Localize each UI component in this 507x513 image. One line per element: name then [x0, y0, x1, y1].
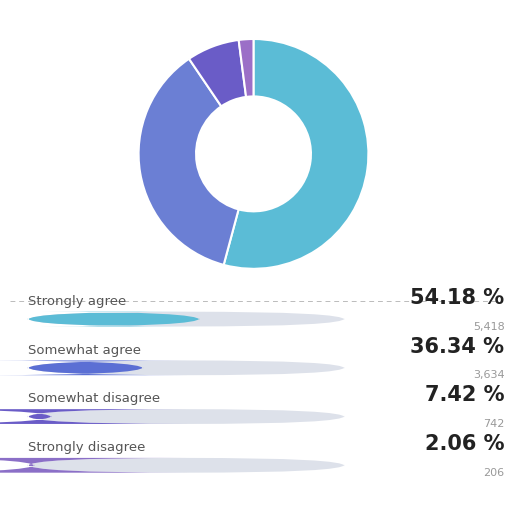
FancyBboxPatch shape	[0, 409, 187, 424]
Text: Strongly agree: Strongly agree	[28, 295, 126, 308]
FancyBboxPatch shape	[28, 312, 200, 326]
Text: 3,634: 3,634	[473, 370, 504, 380]
Text: Somewhat agree: Somewhat agree	[28, 344, 141, 357]
Text: 5,418: 5,418	[473, 322, 504, 331]
Wedge shape	[224, 39, 369, 269]
Text: Strongly disagree: Strongly disagree	[28, 441, 146, 454]
FancyBboxPatch shape	[28, 361, 345, 375]
Text: 7.42 %: 7.42 %	[425, 385, 504, 405]
Text: 54.18 %: 54.18 %	[410, 288, 504, 308]
Text: 206: 206	[483, 468, 504, 478]
Wedge shape	[239, 39, 254, 97]
FancyBboxPatch shape	[28, 312, 345, 326]
FancyBboxPatch shape	[28, 409, 345, 424]
FancyBboxPatch shape	[0, 458, 187, 472]
Text: 2.06 %: 2.06 %	[425, 434, 504, 454]
FancyBboxPatch shape	[0, 361, 187, 375]
Text: 36.34 %: 36.34 %	[411, 337, 504, 357]
Wedge shape	[189, 40, 246, 106]
Text: Somewhat disagree: Somewhat disagree	[28, 392, 160, 405]
Wedge shape	[138, 59, 239, 265]
FancyBboxPatch shape	[28, 458, 345, 472]
Text: 742: 742	[483, 419, 504, 429]
